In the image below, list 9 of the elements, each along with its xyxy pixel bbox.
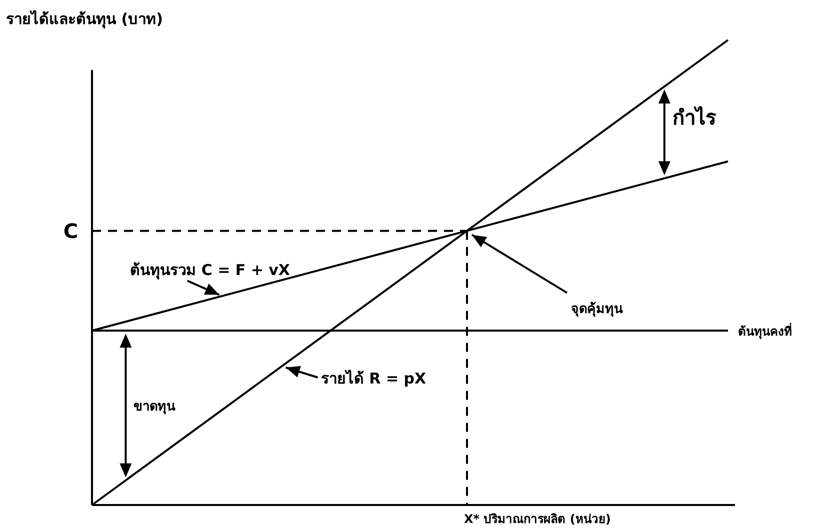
annotation: กำไร [672, 105, 716, 130]
legend-label: รายได้ R = pX [320, 368, 426, 388]
series-label: ต้นทุนคงที่ [738, 322, 792, 340]
annotation: จุดคุ้มทุน [571, 300, 623, 317]
annotation: C [63, 218, 78, 243]
annotation: ขาดทุน [134, 399, 176, 414]
series-label: ต้นทุนรวม C = F + vX [130, 260, 290, 280]
y-axis-title: รายได้และต้นทุน (บาท) [6, 9, 163, 29]
x-axis-title: X* ปริมาณการผลิต (หน่วย) [464, 512, 611, 526]
